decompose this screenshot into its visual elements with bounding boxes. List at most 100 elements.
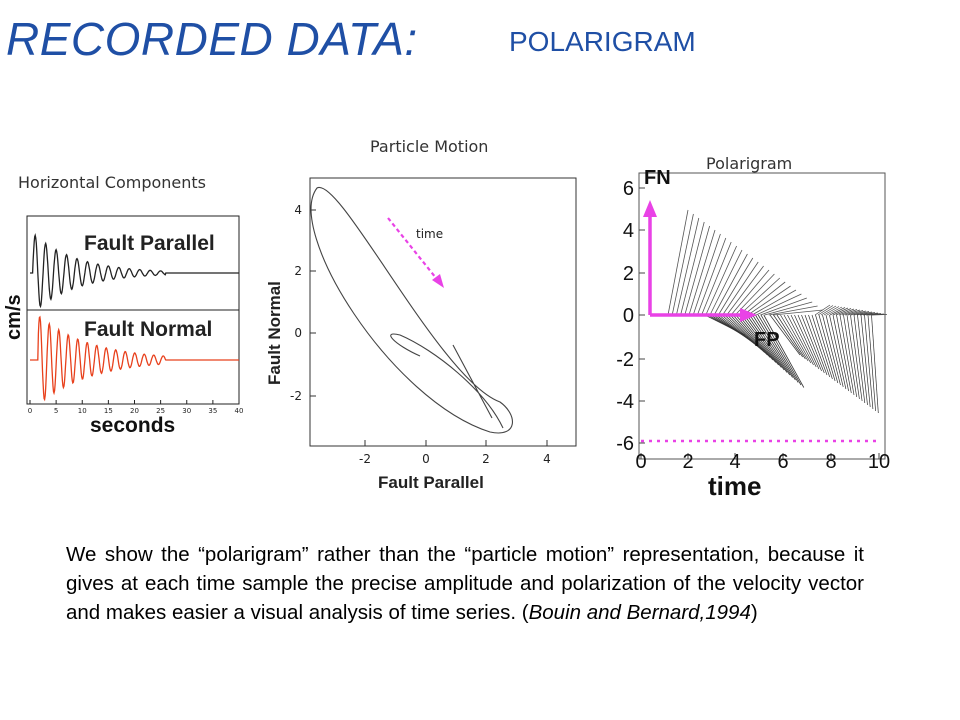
polarigram-vector: [804, 314, 828, 376]
polarigram-vector: [847, 310, 864, 316]
polarigram-xtick-label: 0: [635, 451, 646, 473]
polarigram-vector: [729, 314, 771, 358]
horizontal-components-figure: Fault Parallel Fault Normal cm/s 0 5 10 15 2…: [3, 215, 243, 437]
polarigram-ticks: 0 2 4 6 8 10 6 4 2 0 -2 -4 -6: [616, 178, 890, 473]
page-title: RECORDED DATA:: [6, 13, 418, 65]
polarigram-vector: [738, 314, 779, 366]
polarigram-vector: [734, 273, 775, 316]
polarigram-vector: [739, 277, 781, 316]
polarigram-vector: [808, 314, 831, 378]
polarigram-vector: [839, 314, 855, 396]
polarigram-vector: [841, 309, 858, 316]
particle-ytick-label: -2: [290, 389, 302, 403]
polarigram-ytick-label: -2: [616, 349, 634, 371]
polarigram-ytick-label: 0: [623, 305, 634, 327]
polarigram-vector: [676, 217, 700, 316]
polarigram-xtick-label: 10: [868, 451, 890, 473]
polarigram-vector: [701, 241, 732, 316]
polarigram-vector: [760, 297, 807, 316]
polarigram-vector: [768, 305, 818, 316]
polarigram-vector: [769, 314, 801, 356]
polarigram-vector: [732, 314, 774, 361]
polarigram-vector: [776, 314, 806, 360]
caption-particle-motion: Particle Motion: [370, 137, 489, 156]
paragraph-close: ): [750, 601, 758, 624]
polarigram-ytick-label: 6: [623, 178, 634, 200]
polarigram-vector: [773, 314, 803, 358]
polarigram-vector: [735, 314, 777, 363]
polarigram-vector: [684, 225, 710, 316]
polarigram-vector: [865, 313, 882, 316]
polarigram-vector: [688, 229, 716, 316]
polarigram-vector: [818, 314, 839, 384]
polarigram-vector: [817, 305, 834, 316]
polarigram-vector: [836, 314, 852, 394]
polarigram-vector: [790, 314, 817, 368]
time-axis-label: time: [708, 471, 761, 501]
polarigram-vector: [846, 314, 860, 400]
polarigram-figure: FN FP 0 2 4 6 8 10 6 4 2 0 -2 -4 -6 time: [616, 167, 890, 501]
fault-normal-trace: [30, 315, 239, 402]
horizontal-xtick-label: 15: [104, 407, 113, 415]
polarigram-xtick-label: 4: [729, 451, 740, 473]
polarigram-vector: [811, 314, 833, 380]
fault-normal-axis-label: Fault Normal: [265, 281, 284, 385]
polarigram-vector: [722, 261, 759, 316]
polarigram-vector: [756, 293, 802, 316]
description-paragraph: We show the “polarigram” rather than the…: [66, 540, 864, 627]
seconds-axis-label: seconds: [90, 414, 175, 437]
polarigram-vector: [835, 308, 852, 316]
polarigram-vector: [726, 265, 764, 316]
polarigram-vector: [680, 221, 705, 316]
polarigram-vector: [820, 305, 837, 316]
particle-frame: [309, 177, 577, 447]
polarigram-ytick-label: 4: [623, 220, 634, 242]
polarigram-vector: [743, 281, 786, 316]
particle-ytick-label: 2: [294, 264, 302, 278]
polarigram-vector: [825, 314, 844, 388]
polarigram-vector: [829, 307, 846, 316]
polarigram-ytick-label: -6: [616, 433, 634, 455]
polarigram-vector: [850, 314, 863, 402]
polarigram-vector: [749, 314, 791, 376]
polarigram-vector: [787, 314, 814, 366]
polarigram-vector: [772, 309, 824, 316]
polarigram-vector: [826, 306, 843, 316]
fp-arrow-head: [740, 308, 757, 322]
paragraph-text: We show the “polarigram” rather than the…: [66, 543, 864, 624]
fault-parallel-label: Fault Parallel: [84, 232, 215, 255]
cms-axis-label: cm/s: [3, 294, 25, 340]
polarigram-vector: [780, 314, 809, 362]
polarigram-vector: [718, 257, 754, 316]
polarigram-xtick-label: 2: [682, 451, 693, 473]
polarigram-vector: [832, 307, 849, 316]
particle-xtick-label: 0: [422, 452, 430, 466]
horizontal-xtick-label: 30: [182, 407, 191, 415]
polarigram-vector: [760, 314, 802, 386]
polarigram-vector: [755, 314, 796, 381]
polarigram-vector: [705, 245, 737, 316]
polarigram-vectors: [667, 209, 888, 414]
polarigram-vector: [757, 314, 799, 383]
polarigram-vector: [709, 249, 743, 316]
horizontal-xtick-label: 20: [130, 407, 139, 415]
time-arrow-head: [432, 274, 444, 288]
polarigram-vector: [867, 314, 876, 412]
polarigram-vector: [743, 314, 785, 371]
horizontal-xtick-label: 5: [54, 407, 58, 415]
page-subtitle: POLARIGRAM: [509, 26, 696, 57]
polarigram-vector: [850, 310, 867, 316]
polarigram-vector: [751, 289, 797, 316]
polarigram-vector: [857, 314, 868, 406]
fault-parallel-axis-label: Fault Parallel: [378, 473, 484, 492]
polarigram-ytick-label: 2: [623, 263, 634, 285]
polarigram-vector: [794, 314, 820, 370]
polarigram-vector: [764, 301, 813, 316]
polarigram-vector: [797, 314, 822, 372]
polarigram-vector: [871, 314, 879, 414]
horizontal-xtick-label: 25: [156, 407, 165, 415]
polarigram-vector: [692, 233, 721, 316]
horizontal-xtick-label: 10: [78, 407, 87, 415]
polarigram-vector: [763, 314, 805, 388]
polarigram-vector: [856, 311, 873, 316]
